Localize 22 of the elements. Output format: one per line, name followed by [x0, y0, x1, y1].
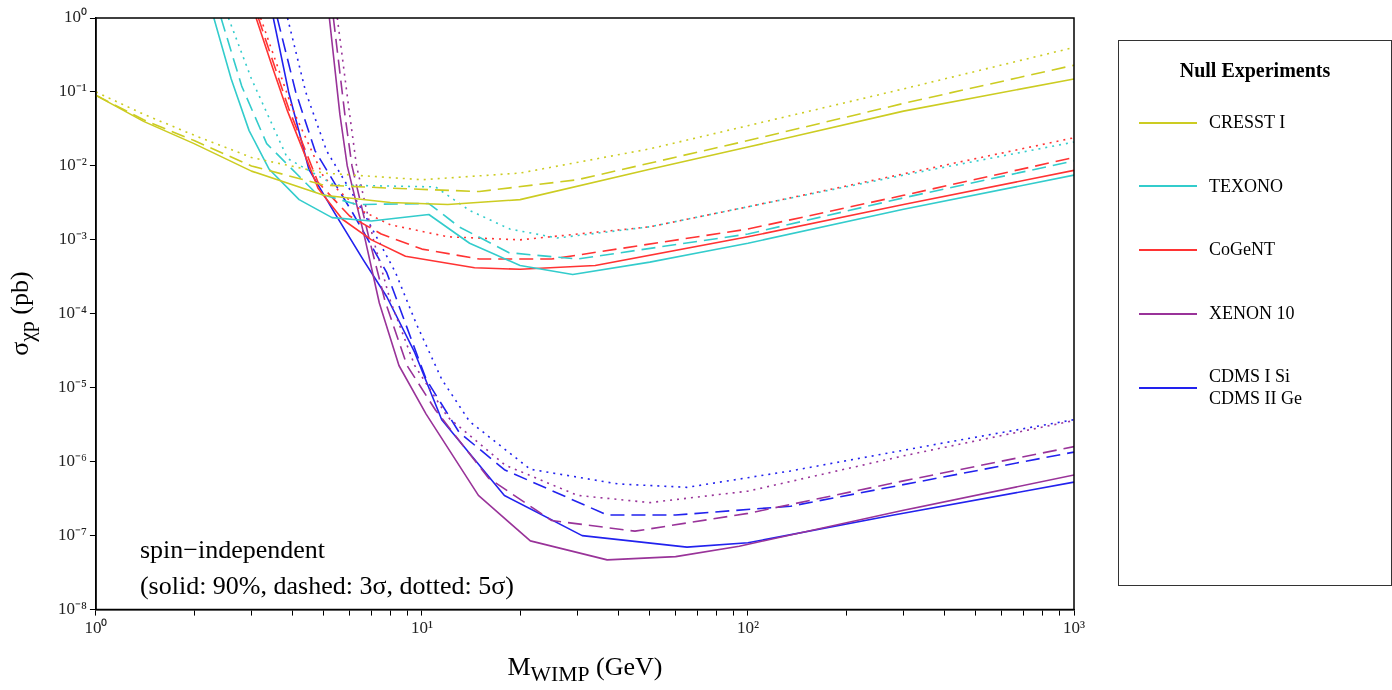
- legend-label: TEXONO: [1209, 175, 1283, 198]
- y-tick-label: 10⁻¹: [58, 81, 87, 101]
- y-tick-label: 10⁻⁶: [57, 451, 87, 471]
- x-tick-label: 10⁰: [84, 618, 108, 638]
- y-tick-label: 10⁻⁸: [57, 599, 87, 619]
- y-tick-label: 10⁰: [63, 7, 87, 27]
- y-tick-label: 10⁻⁷: [57, 525, 87, 545]
- x-tick-label: 10²: [736, 618, 760, 638]
- legend-label: CoGeNT: [1209, 239, 1275, 261]
- legend-title: Null Experiments: [1178, 59, 1332, 82]
- y-tick-label: 10⁻⁵: [57, 377, 87, 397]
- y-tick-label: 10⁻⁴: [57, 303, 87, 323]
- annotation: spin−independent: [139, 534, 326, 564]
- x-tick-label: 10¹: [410, 618, 434, 638]
- y-tick-label: 10⁻²: [58, 155, 87, 175]
- x-tick-label: 10³: [1062, 618, 1086, 638]
- legend-label: CRESST I: [1209, 112, 1286, 134]
- annotation: (solid: 90%, dashed: 3σ, dotted: 5σ): [139, 570, 514, 600]
- x-axis-title: M$_{WIMP}$ (GeV): [507, 651, 663, 687]
- y-tick-label: 10⁻³: [58, 229, 87, 249]
- legend-label: CDMS I Si CDMS II Ge: [1209, 366, 1302, 410]
- legend-label: XENON 10: [1209, 302, 1295, 325]
